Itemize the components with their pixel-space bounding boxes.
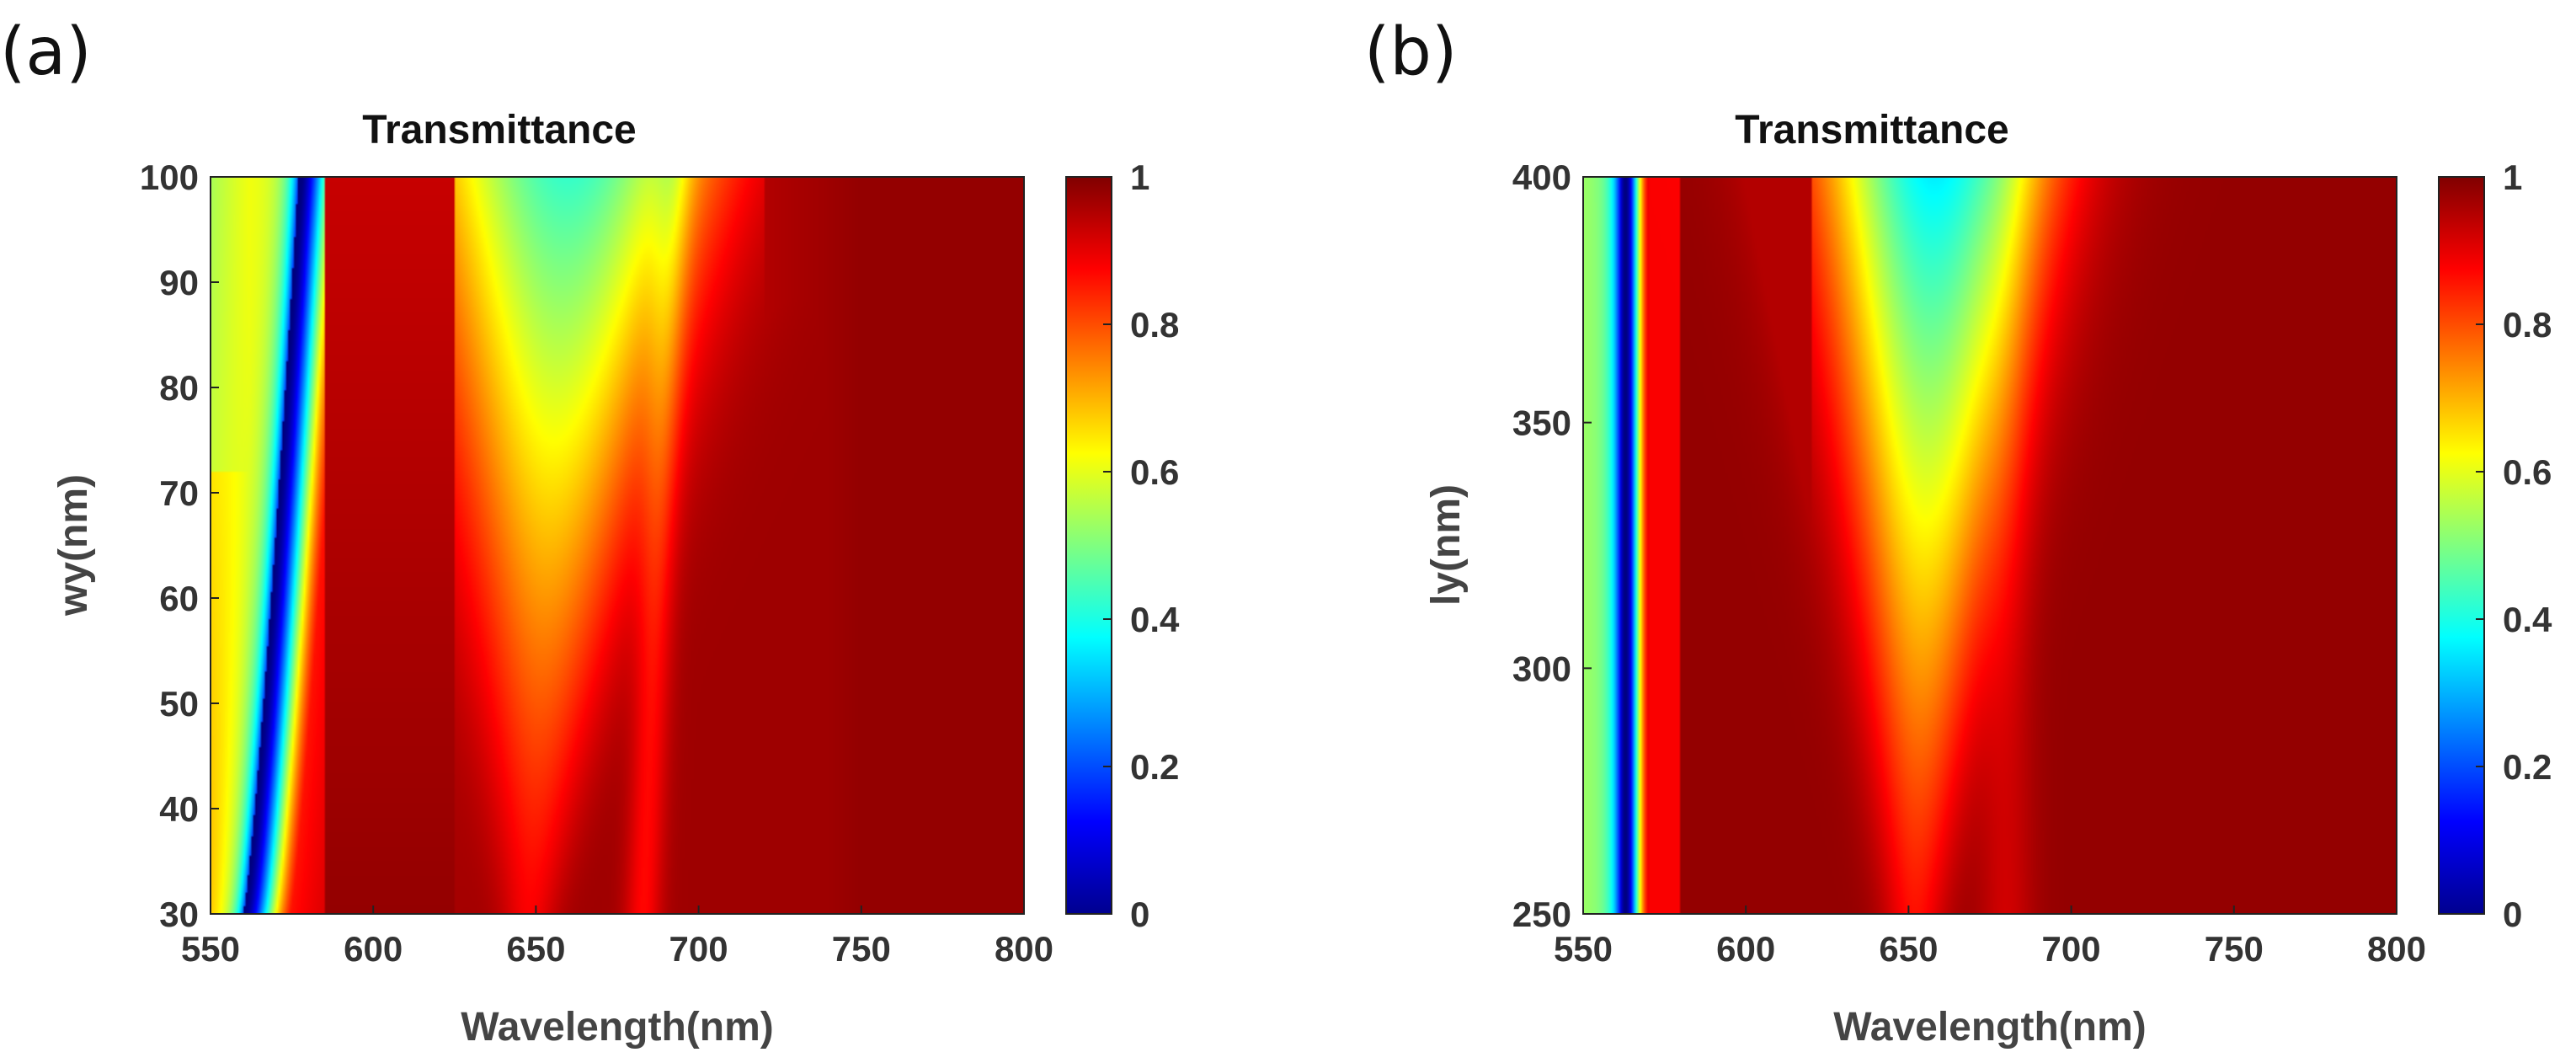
y-tick-label: 300 [1512,649,1571,688]
colorbar-frame-b [2438,176,2485,915]
colorbar-tick-label: 0.8 [1130,305,1179,345]
x-tick-label: 800 [995,929,1053,969]
x-axis-label-a: Wavelength(nm) [461,1005,774,1050]
x-tick-label: 750 [832,929,891,969]
y-axis-ticks-b: 250 300 350 400 [1512,158,1592,934]
chart-title-a: Transmittance [362,108,636,152]
colorbar-b [2439,177,2484,914]
x-tick-label: 700 [669,929,728,969]
y-tick-label: 250 [1512,895,1571,934]
colorbar-tick-label: 0.6 [2503,452,2552,492]
colorbar-frame-a [1065,176,1112,915]
y-tick-label: 400 [1512,158,1571,197]
x-tick-label: 600 [344,929,403,969]
x-tick-label: 750 [2205,929,2264,969]
heatmap-a [211,177,1024,914]
y-tick-label: 90 [159,263,199,302]
y-tick-label: 80 [159,368,199,408]
colorbar-ticks-b: 0 0.2 0.4 0.6 0.8 1 [2476,158,2552,934]
panel-label-b: (b) [1364,14,1457,90]
plot-frame-a [210,176,1025,915]
x-axis-label-b: Wavelength(nm) [1833,1005,2147,1050]
colorbar-tick-label: 0.4 [1130,600,1180,639]
y-tick-label: 40 [159,789,199,829]
x-axis-ticks-b: 550 600 650 700 750 800 [1554,905,2426,969]
y-tick-label: 70 [159,473,199,513]
panel-label-a: (a) [0,14,92,90]
x-axis-ticks-a: 550 600 650 700 750 800 [181,905,1053,969]
colorbar-tick-label: 1 [1130,158,1149,197]
y-tick-label: 100 [140,158,199,197]
x-tick-label: 650 [1879,929,1938,969]
colorbar-tick-label: 0.2 [2503,747,2552,787]
x-tick-label: 800 [2367,929,2426,969]
x-tick-label: 550 [1554,929,1613,969]
x-tick-label: 700 [2042,929,2101,969]
chart-panel-a: (a) Transmittance 550 600 650 700 750 800 304… [0,14,1180,1050]
chart-title-b: Transmittance [1735,108,2008,152]
colorbar-tick-label: 0.4 [2503,600,2552,639]
y-tick-label: 60 [159,579,199,618]
y-tick-label: 50 [159,684,199,724]
y-tick-label: 30 [159,895,199,934]
colorbar-tick-label: 0.8 [2503,305,2552,345]
x-tick-label: 650 [506,929,565,969]
y-axis-label-b: ly(nm) [1424,484,1469,606]
colorbar-tick-label: 0 [2503,895,2522,934]
x-tick-label: 600 [1716,929,1775,969]
y-axis-ticks-a: 30 40 50 60 70 80 90 100 [140,158,219,934]
chart-panel-b: (b) Transmittance 550 600 650 700 750 800 250… [1364,14,2552,1050]
heatmap-b [1583,177,2397,914]
colorbar-tick-label: 0.6 [1130,452,1179,492]
y-tick-label: 350 [1512,403,1571,443]
colorbar-ticks-a: 0 0.2 0.4 0.6 0.8 1 [1103,158,1180,934]
x-tick-label: 550 [181,929,240,969]
colorbar-a [1066,177,1112,914]
plot-frame-b [1582,176,2397,915]
colorbar-tick-label: 0 [1130,895,1149,934]
colorbar-tick-label: 0.2 [1130,747,1179,787]
colorbar-tick-label: 1 [2503,158,2522,197]
y-axis-label-a: wy(nm) [51,474,96,617]
